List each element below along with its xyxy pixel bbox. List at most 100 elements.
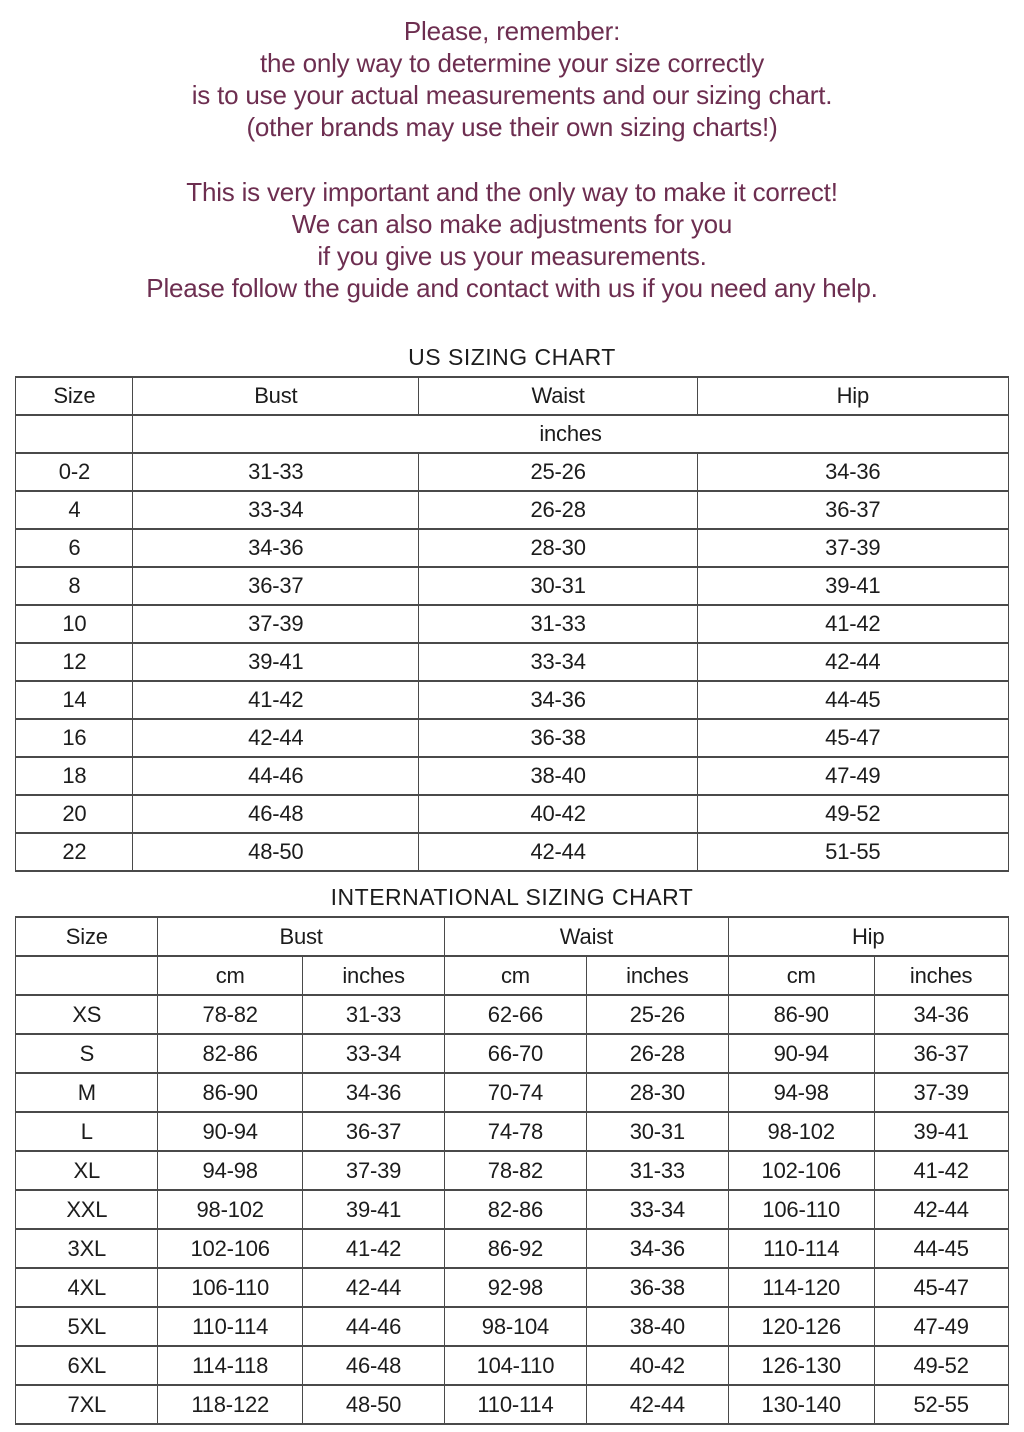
table-cell: 37-39: [302, 1150, 445, 1191]
table-cell: 48-50: [132, 832, 420, 872]
table-cell: 41-42: [302, 1228, 445, 1269]
table-row: 18 44-46 38-40 47-49: [15, 756, 1009, 796]
table-cell: 33-34: [132, 490, 420, 530]
table-cell: 41-42: [873, 1150, 1009, 1191]
table-cell: 94-98: [727, 1072, 875, 1113]
table-cell: XS: [15, 994, 159, 1035]
table-cell: 34-36: [697, 452, 1009, 492]
table-cell: 36-38: [585, 1267, 729, 1308]
empty-cell: [15, 414, 134, 454]
table-cell: 44-46: [132, 756, 420, 796]
us-col-header-hip: Hip: [697, 376, 1009, 416]
table-cell: 36-37: [873, 1033, 1009, 1074]
table-cell: 102-106: [727, 1150, 875, 1191]
table-cell: 5XL: [15, 1306, 159, 1347]
table-cell: 70-74: [444, 1072, 587, 1113]
table-cell: 31-33: [418, 604, 699, 644]
table-cell: 36-38: [418, 718, 699, 758]
table-cell: 30-31: [418, 566, 699, 606]
table-cell: 37-39: [132, 604, 420, 644]
us-col-header-size: Size: [15, 376, 134, 416]
table-cell: 34-36: [418, 680, 699, 720]
intro-line: the only way to determine your size corr…: [260, 48, 764, 78]
table-cell: 3XL: [15, 1228, 159, 1269]
table-cell: 98-102: [727, 1111, 875, 1152]
table-cell: 6XL: [15, 1345, 159, 1386]
table-cell: 98-102: [157, 1189, 304, 1230]
table-cell: 110-114: [157, 1306, 304, 1347]
table-cell: XL: [15, 1150, 159, 1191]
table-cell: 37-39: [697, 528, 1009, 568]
table-cell: M: [15, 1072, 159, 1113]
table-row: 5XL 110-114 44-46 98-104 38-40 120-126 47-49: [15, 1306, 1009, 1347]
table-cell: 12: [15, 642, 134, 682]
intl-chart-title: INTERNATIONAL SIZING CHART: [330, 884, 694, 910]
table-row: 6 34-36 28-30 37-39: [15, 528, 1009, 568]
table-row: 12 39-41 33-34 42-44: [15, 642, 1009, 682]
table-row: 4XL 106-110 42-44 92-98 36-38 114-120 45-47: [15, 1267, 1009, 1308]
table-cell: 4: [15, 490, 134, 530]
table-row: L 90-94 36-37 74-78 30-31 98-102 39-41: [15, 1111, 1009, 1152]
intro-paragraph-gap: [0, 143, 1024, 176]
table-row: 4 33-34 26-28 36-37: [15, 490, 1009, 530]
empty-cell: [15, 955, 159, 996]
table-cell: 52-55: [873, 1384, 1009, 1425]
table-cell: 110-114: [727, 1228, 875, 1269]
table-cell: 28-30: [418, 528, 699, 568]
table-cell: 49-52: [697, 794, 1009, 834]
table-cell: 25-26: [418, 452, 699, 492]
table-cell: 114-118: [157, 1345, 304, 1386]
table-cell: 38-40: [585, 1306, 729, 1347]
intro-line: is to use your actual measurements and o…: [191, 80, 833, 110]
table-cell: 26-28: [585, 1033, 729, 1074]
intl-unit-bust-cm: cm: [157, 955, 304, 996]
table-cell: 34-36: [873, 994, 1009, 1035]
table-cell: 48-50: [302, 1384, 445, 1425]
table-cell: 47-49: [873, 1306, 1009, 1347]
table-row: 22 48-50 42-44 51-55: [15, 832, 1009, 872]
intl-col-header-size: Size: [15, 916, 159, 957]
table-cell: 38-40: [418, 756, 699, 796]
table-cell: 41-42: [132, 680, 420, 720]
table-cell: 33-34: [302, 1033, 445, 1074]
table-cell: 39-41: [132, 642, 420, 682]
table-cell: XXL: [15, 1189, 159, 1230]
table-cell: 34-36: [132, 528, 420, 568]
table-cell: 30-31: [585, 1111, 729, 1152]
intl-col-header-bust: Bust: [157, 916, 445, 957]
table-cell: 82-86: [444, 1189, 587, 1230]
us-col-header-waist: Waist: [418, 376, 699, 416]
table-cell: 106-110: [157, 1267, 304, 1308]
table-cell: 41-42: [697, 604, 1009, 644]
table-cell: 74-78: [444, 1111, 587, 1152]
table-row: 7XL 118-122 48-50 110-114 42-44 130-140 52-55: [15, 1384, 1009, 1425]
table-cell: 46-48: [132, 794, 420, 834]
table-cell: 82-86: [157, 1033, 304, 1074]
table-cell: 6: [15, 528, 134, 568]
table-row: 8 36-37 30-31 39-41: [15, 566, 1009, 606]
table-cell: S: [15, 1033, 159, 1074]
table-row: 20 46-48 40-42 49-52: [15, 794, 1009, 834]
intro-line: We can also make adjustments for you: [291, 209, 733, 239]
table-cell: 39-41: [302, 1189, 445, 1230]
table-cell: 0-2: [15, 452, 134, 492]
table-cell: 4XL: [15, 1267, 159, 1308]
table-cell: 120-126: [727, 1306, 875, 1347]
intl-unit-hip-cm: cm: [727, 955, 875, 996]
table-cell: 34-36: [302, 1072, 445, 1113]
table-cell: 45-47: [697, 718, 1009, 758]
table-cell: 126-130: [727, 1345, 875, 1386]
table-row: XS 78-82 31-33 62-66 25-26 86-90 34-36: [15, 994, 1009, 1035]
table-cell: 33-34: [585, 1189, 729, 1230]
table-cell: 25-26: [585, 994, 729, 1035]
table-cell: 45-47: [873, 1267, 1009, 1308]
table-cell: 40-42: [418, 794, 699, 834]
table-cell: 42-44: [697, 642, 1009, 682]
table-cell: 36-37: [697, 490, 1009, 530]
table-cell: 34-36: [585, 1228, 729, 1269]
table-cell: 42-44: [585, 1384, 729, 1425]
table-cell: 86-92: [444, 1228, 587, 1269]
table-cell: 18: [15, 756, 134, 796]
table-cell: 86-90: [157, 1072, 304, 1113]
intl-unit-hip-in: inches: [873, 955, 1009, 996]
